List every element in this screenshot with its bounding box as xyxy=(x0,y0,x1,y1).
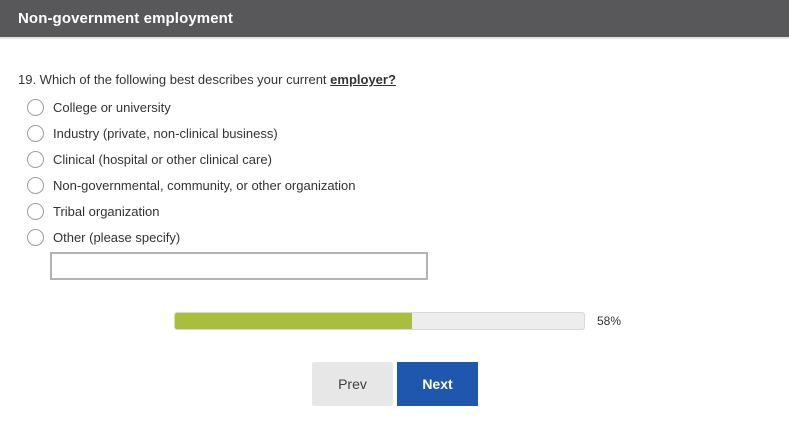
answer-options: College or university Industry (private,… xyxy=(27,94,789,250)
progress-fill xyxy=(175,313,413,329)
option-label: College or university xyxy=(53,99,171,115)
radio-button-icon[interactable] xyxy=(27,228,44,246)
option-tribal-organization[interactable]: Tribal organization xyxy=(27,198,789,224)
question-emphasis-text: employer? xyxy=(330,72,396,87)
option-label: Other (please specify) xyxy=(53,229,181,245)
option-industry[interactable]: Industry (private, non-clinical business… xyxy=(27,120,789,146)
radio-button-icon[interactable] xyxy=(27,150,44,168)
option-label: Tribal organization xyxy=(53,203,160,219)
page-title: Non-government employment xyxy=(18,10,234,27)
option-non-governmental[interactable]: Non-governmental, community, or other or… xyxy=(27,172,789,198)
progress-percent-label: 58% xyxy=(597,314,622,328)
radio-button-icon[interactable] xyxy=(27,202,44,220)
option-college-or-university[interactable]: College or university xyxy=(27,94,789,120)
option-label: Clinical (hospital or other clinical car… xyxy=(53,151,272,167)
option-label: Industry (private, non-clinical business… xyxy=(53,125,278,141)
radio-button-icon[interactable] xyxy=(27,124,44,142)
prev-button[interactable]: Prev xyxy=(312,362,393,406)
option-other-specify[interactable]: Other (please specify) xyxy=(27,224,789,250)
question-main-text: 19. Which of the following best describe… xyxy=(18,72,327,87)
option-clinical[interactable]: Clinical (hospital or other clinical car… xyxy=(27,146,789,172)
progress-bar-track xyxy=(174,312,585,330)
radio-button-icon[interactable] xyxy=(27,176,44,194)
option-label: Non-governmental, community, or other or… xyxy=(53,177,356,193)
navigation-buttons: Prev Next xyxy=(312,362,789,406)
page-header: Non-government employment xyxy=(0,0,789,39)
radio-button-icon[interactable] xyxy=(27,98,44,116)
other-specify-input[interactable] xyxy=(50,252,428,280)
progress-section: 58% xyxy=(174,312,789,330)
next-button[interactable]: Next xyxy=(397,362,478,406)
question-text: 19. Which of the following best describe… xyxy=(18,72,789,87)
